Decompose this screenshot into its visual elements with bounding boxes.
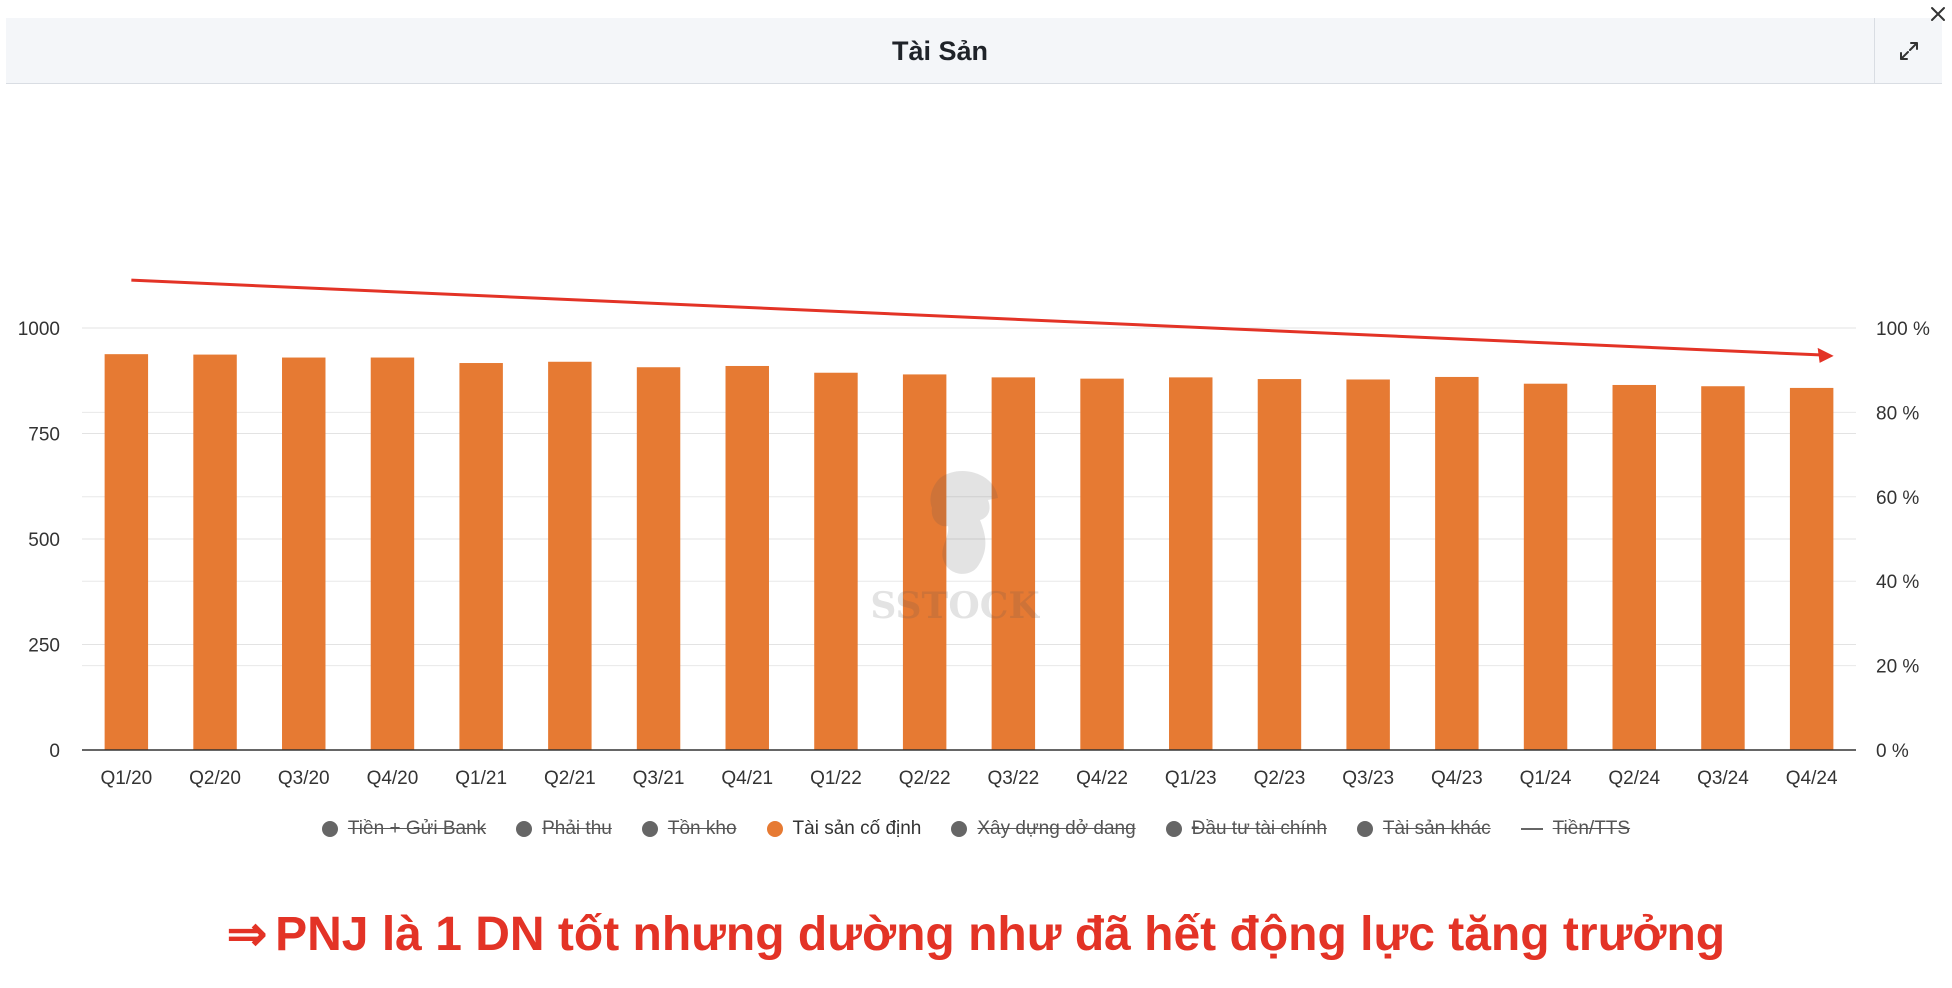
bar xyxy=(282,357,326,750)
right-axis-tick-label: 40 % xyxy=(1876,572,1919,593)
right-axis-tick-label: 0 % xyxy=(1876,741,1909,762)
legend-dot-marker xyxy=(1165,821,1182,837)
right-axis-tick-label: 20 % xyxy=(1876,657,1919,678)
chart-legend: Tiền + Gửi Bank Phải thu Tồn kho Tài sản cố… xyxy=(0,814,1952,844)
implies-arrow: ⇒ xyxy=(226,908,268,961)
legend-item[interactable]: Tồn kho xyxy=(641,818,737,840)
expand-icon xyxy=(1899,42,1918,60)
x-axis-tick-label: Q4/22 xyxy=(1076,768,1128,789)
x-axis-tick-label: Q4/21 xyxy=(721,768,773,789)
legend-label: Xây dựng dở dang xyxy=(977,818,1136,839)
left-axis-tick-label: 1000 xyxy=(18,319,60,340)
legend-label: Đầu tư tài chính xyxy=(1191,818,1327,839)
x-axis-tick-label: Q2/20 xyxy=(189,768,241,789)
legend-item[interactable]: Tài sản cố định xyxy=(766,818,922,840)
bar xyxy=(636,367,681,750)
bar xyxy=(1169,377,1213,750)
x-axis-tick-label: Q4/23 xyxy=(1431,768,1483,789)
x-axis-tick-label: Q2/21 xyxy=(544,768,596,789)
x-axis-tick-label: Q1/22 xyxy=(810,768,862,789)
bar xyxy=(991,377,1036,750)
legend-label: Tiền/TTS xyxy=(1552,818,1631,839)
watermark-text: SSTOCK xyxy=(870,585,1040,627)
legend-label: Tiền + Gửi Bank xyxy=(347,818,487,839)
right-axis-tick-label: 60 % xyxy=(1876,488,1919,509)
legend-item[interactable]: Tiền + Gửi Bank xyxy=(321,818,487,840)
legend-dot-marker xyxy=(641,821,658,837)
right-axis-tick-label: 100 % xyxy=(1876,319,1930,340)
bar xyxy=(1080,378,1124,750)
chart-title: Tài Sản xyxy=(891,36,989,66)
legend-item[interactable]: Phải thu xyxy=(516,818,612,840)
bar xyxy=(104,354,149,750)
bar xyxy=(548,361,592,750)
bar xyxy=(459,363,503,750)
legend-item[interactable]: Tiền/TTS xyxy=(1520,818,1631,840)
horse-logo-icon: SSTOCK xyxy=(870,470,1041,627)
legend-label: Tài sản khác xyxy=(1382,818,1491,839)
bar xyxy=(370,357,415,750)
x-axis-tick-label: Q4/24 xyxy=(1786,768,1838,789)
left-axis-tick-label: 750 xyxy=(28,425,60,446)
trend-arrow-head xyxy=(1817,347,1834,363)
bar xyxy=(1346,379,1390,750)
bar xyxy=(814,372,858,750)
x-axis-tick-label: Q3/20 xyxy=(278,768,330,789)
left-axis-tick-label: 250 xyxy=(28,636,60,657)
bar xyxy=(193,354,237,750)
x-axis-tick-label: Q2/24 xyxy=(1608,768,1660,789)
bar-chart: 0 % 20 % 40 % 60 % 80 % 100 % 0 250 500 750 1000 Q1… xyxy=(18,278,1930,789)
x-axis-tick-label: Q4/20 xyxy=(367,768,419,789)
bar xyxy=(1257,379,1302,750)
legend-dot-marker xyxy=(321,821,338,837)
left-axis-tick-label: 500 xyxy=(28,530,60,551)
x-axis-tick-label: Q3/24 xyxy=(1697,768,1749,789)
left-axis-tick-label: 0 xyxy=(49,741,60,762)
bar xyxy=(1701,386,1745,750)
x-axis-tick-label: Q1/21 xyxy=(455,768,507,789)
legend-item[interactable]: Tài sản khác xyxy=(1356,818,1491,840)
legend-dot-marker xyxy=(766,821,783,837)
bar xyxy=(725,365,769,750)
bar xyxy=(1435,376,1479,750)
x-axis-tick-label: Q3/21 xyxy=(633,768,685,789)
conclusion-message: PNJ là 1 DN tốt nhưng dường như đã hết đ… xyxy=(275,908,1726,961)
right-axis-tick-label: 80 % xyxy=(1876,403,1919,424)
bar xyxy=(1523,383,1568,750)
legend-dot-marker xyxy=(516,821,533,837)
x-axis-tick-label: Q2/23 xyxy=(1254,768,1306,789)
bar xyxy=(1612,384,1656,750)
legend-dot-marker xyxy=(1356,821,1373,837)
x-axis-tick-label: Q2/22 xyxy=(899,768,951,789)
chart-header: Tài Sản xyxy=(6,18,1942,84)
legend-dot-marker xyxy=(951,821,968,837)
legend-item[interactable]: Đầu tư tài chính xyxy=(1165,818,1327,840)
x-axis-tick-label: Q3/22 xyxy=(987,768,1039,789)
legend-label: Tài sản cố định xyxy=(792,818,922,839)
legend-line-marker xyxy=(1520,828,1543,830)
close-icon xyxy=(1931,7,1945,21)
expand-button[interactable] xyxy=(1874,18,1942,84)
legend-label: Tồn kho xyxy=(667,818,737,839)
close-button[interactable] xyxy=(1926,2,1950,26)
trend-arrow-line xyxy=(131,278,1820,357)
x-axis-tick-label: Q1/24 xyxy=(1520,768,1572,789)
legend-item[interactable]: Xây dựng dở dang xyxy=(951,818,1136,840)
x-axis-tick-label: Q1/23 xyxy=(1165,768,1217,789)
conclusion-text: ⇒ PNJ là 1 DN tốt nhưng dường như đã hết … xyxy=(0,902,1952,968)
x-axis-tick-label: Q1/20 xyxy=(100,768,152,789)
bar xyxy=(902,374,947,750)
x-axis-tick-label: Q3/23 xyxy=(1342,768,1394,789)
bar xyxy=(1789,387,1834,750)
legend-label: Phải thu xyxy=(542,818,612,839)
horse-logo-watermark: SSTOCK xyxy=(870,458,1041,628)
